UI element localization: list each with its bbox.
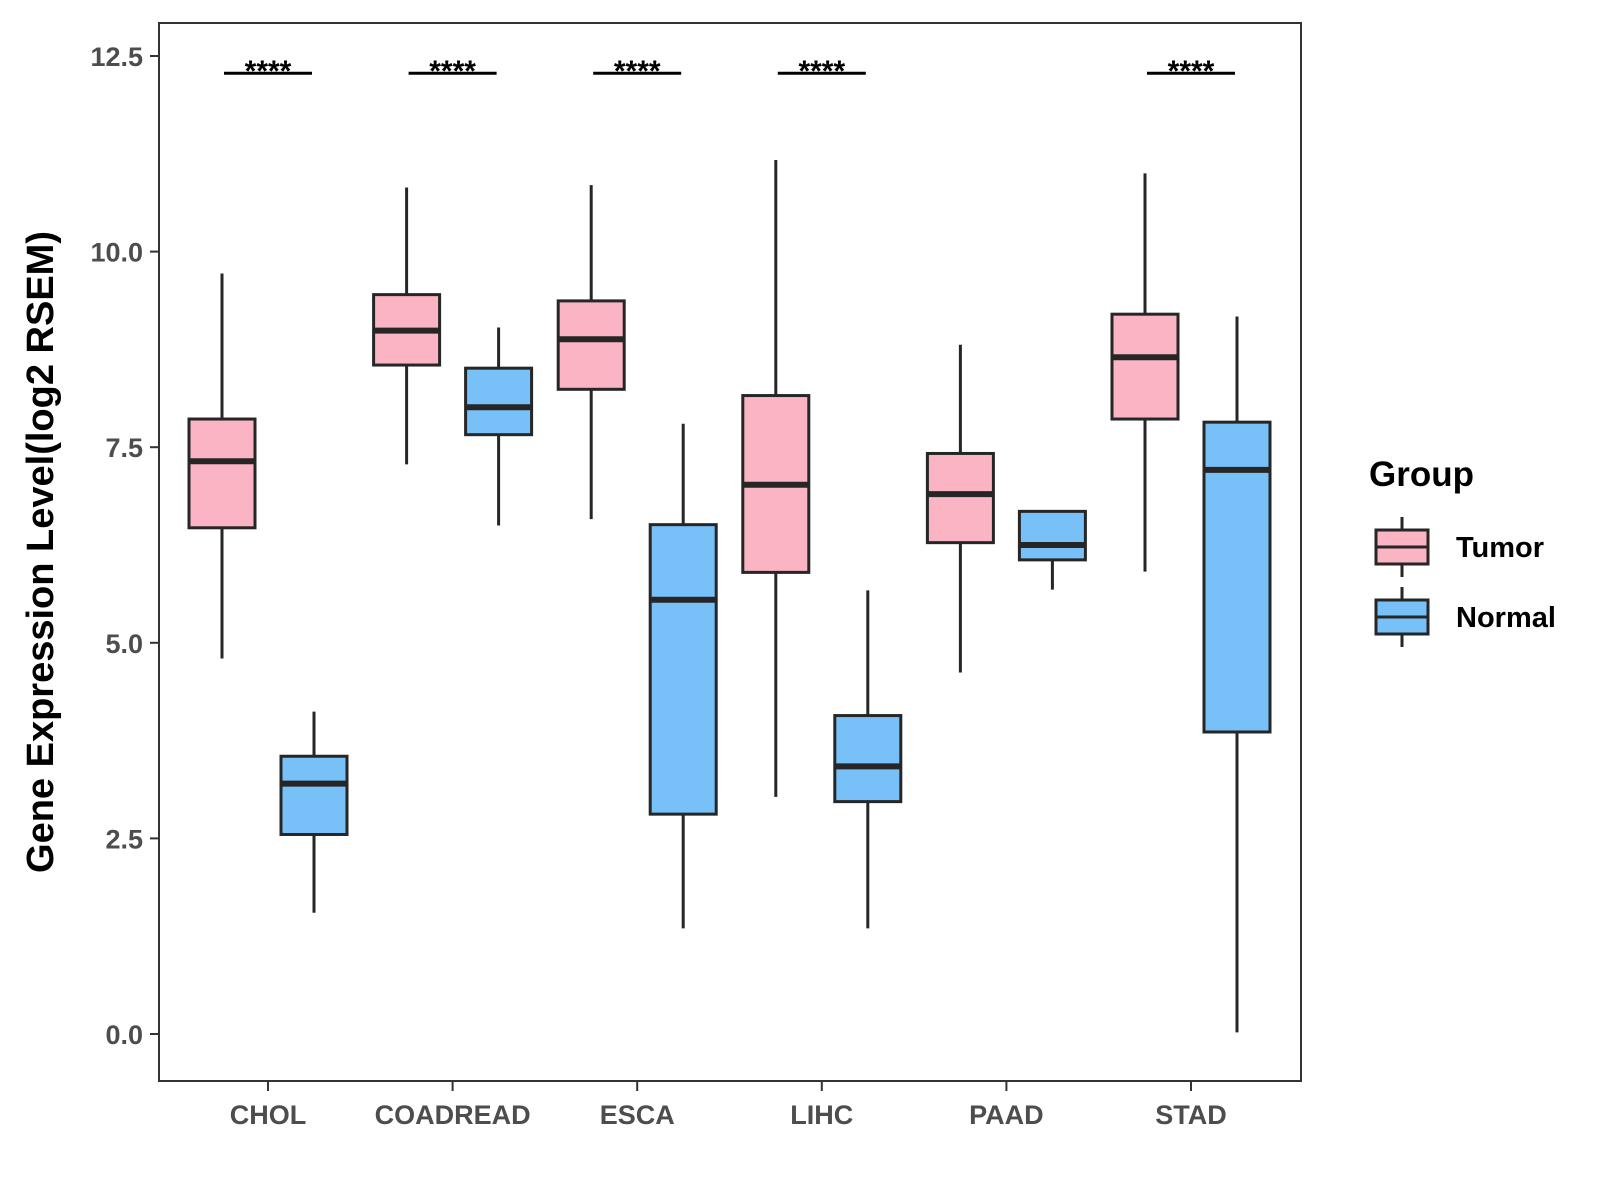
box-body (925, 451, 995, 545)
y-tick-label: 0.0 (105, 1020, 143, 1050)
legend-title: Group (1369, 455, 1474, 494)
y-axis: 0.0 2.5 5.0 7.5 10.0 12.5 (90, 42, 159, 1050)
y-tick-label: 2.5 (105, 824, 143, 854)
x-tick-label: PAAD (969, 1100, 1044, 1130)
x-axis: CHOL COADREAD ESCA LIHC PAAD STAD (230, 1081, 1227, 1130)
significance-label: **** (1168, 55, 1215, 88)
plot-panel-border (158, 22, 1302, 1082)
series-normal (279, 316, 1272, 1033)
box-body (187, 417, 257, 530)
box-body (464, 366, 534, 437)
significance-label: **** (429, 55, 476, 88)
box-body (833, 714, 903, 804)
x-tick-label: STAD (1155, 1100, 1227, 1130)
x-tick-label: CHOL (230, 1100, 307, 1130)
box-body (648, 523, 718, 816)
x-tick-label: ESCA (600, 1100, 675, 1130)
y-axis-title: Gene Expression Level(log2 RSEM) (20, 231, 62, 873)
x-tick-label: LIHC (790, 1100, 853, 1130)
box-lihc-tumor (741, 160, 811, 797)
y-tick-label: 7.5 (105, 433, 143, 463)
box-body (1017, 509, 1087, 562)
x-tick-label: COADREAD (375, 1100, 531, 1130)
box-paad-normal (1017, 509, 1087, 590)
legend-label: Normal (1456, 602, 1556, 634)
box-esca-tumor (556, 185, 626, 520)
box-body (1202, 420, 1272, 734)
box-paad-tumor (925, 344, 995, 673)
box-series (187, 160, 1272, 1033)
box-stad-tumor (1110, 173, 1180, 572)
box-stad-normal (1202, 316, 1272, 1033)
significance-label: **** (614, 55, 661, 88)
box-coadread-normal (464, 327, 534, 526)
legend-label: Tumor (1456, 532, 1544, 564)
box-body (556, 299, 626, 391)
y-tick-label: 12.5 (90, 42, 143, 72)
box-body (279, 754, 349, 836)
box-esca-normal (648, 423, 718, 929)
series-tumor (187, 160, 1180, 797)
legend-item-normal: Normal (1374, 587, 1556, 647)
box-chol-normal (279, 711, 349, 913)
box-lihc-normal (833, 590, 903, 929)
legend: Group Tumor Normal (1369, 455, 1556, 647)
box-chol-tumor (187, 273, 257, 659)
box-body (1110, 312, 1180, 421)
legend-item-tumor: Tumor (1374, 517, 1544, 577)
y-tick-label: 5.0 (105, 629, 143, 659)
significance-label: **** (245, 55, 292, 88)
y-tick-label: 10.0 (90, 238, 143, 268)
significance-annotations: **** **** **** **** **** (224, 55, 1235, 88)
box-coadread-tumor (372, 187, 442, 465)
significance-label: **** (798, 55, 845, 88)
